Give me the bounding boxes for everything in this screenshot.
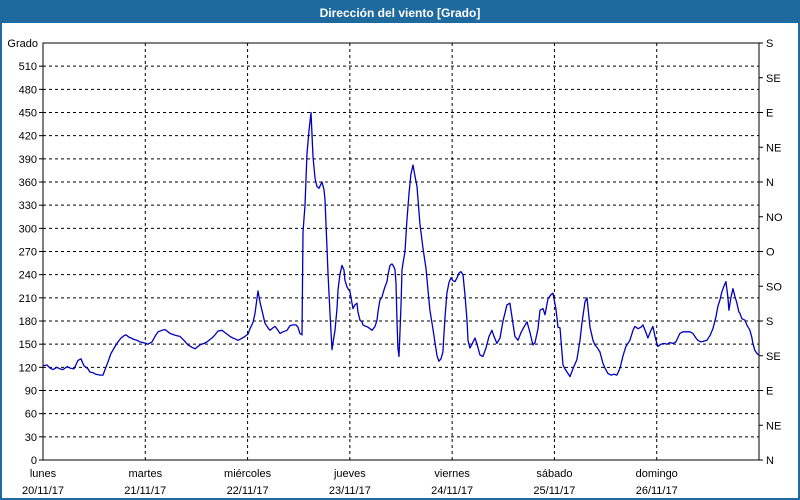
- y-right-tick-label: E: [766, 386, 773, 398]
- y-left-tick-label: 60: [25, 409, 37, 421]
- y-right-tick-label: O: [766, 247, 775, 259]
- y-right-tick-label: N: [766, 455, 774, 467]
- wind-direction-series-line: [42, 111, 760, 378]
- title-bar: Dirección del viento [Grado]: [2, 2, 798, 23]
- y-left-tick-label: 120: [19, 362, 37, 374]
- y-left-tick-label: 150: [19, 339, 37, 351]
- y-right-tick-label: NE: [766, 420, 781, 432]
- x-day-date: 23/11/17: [329, 485, 371, 497]
- y-right-tick-label: NE: [766, 142, 781, 154]
- y-right-tick-label: SO: [766, 281, 782, 293]
- x-day-name: domingo: [636, 468, 678, 480]
- x-day-date: 20/11/17: [22, 485, 64, 497]
- x-day-name: sábado: [536, 468, 572, 480]
- y-right-tick-label: S: [766, 38, 773, 50]
- y-right-tick-label: SE: [766, 73, 781, 85]
- y-left-tick-label: 270: [19, 247, 37, 259]
- y-left-tick-label: 180: [19, 316, 37, 328]
- x-day-date: 25/11/17: [533, 485, 575, 497]
- x-day-name: jueves: [333, 468, 366, 480]
- x-day-name: miércoles: [224, 468, 272, 480]
- y-right-tick-label: N: [766, 177, 774, 189]
- y-left-tick-label: 0: [31, 455, 37, 467]
- x-day-date: 24/11/17: [431, 485, 473, 497]
- x-day-name: viernes: [434, 468, 470, 480]
- y-left-tick-label: 210: [19, 293, 37, 305]
- y-left-tick-label: 420: [19, 131, 37, 143]
- x-day-name: lunes: [30, 468, 57, 480]
- y-right-tick-label: SE: [766, 351, 781, 363]
- x-day-date: 21/11/17: [124, 485, 166, 497]
- y-right-tick-label: E: [766, 108, 773, 120]
- x-day-date: 22/11/17: [227, 485, 269, 497]
- y-left-tick-label: 330: [19, 200, 37, 212]
- y-left-tick-label: 450: [19, 108, 37, 120]
- y-right-tick-label: NO: [766, 212, 783, 224]
- y-left-tick-label: 90: [25, 386, 37, 398]
- y-left-tick-label: 300: [19, 223, 37, 235]
- y-left-tick-label: 480: [19, 84, 37, 96]
- y-left-tick-label: 510: [19, 61, 37, 73]
- y-left-tick-label: 30: [25, 432, 37, 444]
- y-left-tick-label: 390: [19, 154, 37, 166]
- y-axis-unit-label: Grado: [7, 38, 38, 50]
- chart-title: Dirección del viento [Grado]: [319, 5, 481, 20]
- x-day-name: martes: [128, 468, 162, 480]
- x-day-date: 26/11/17: [636, 485, 678, 497]
- y-left-tick-label: 240: [19, 270, 37, 282]
- plot-border: [42, 42, 760, 461]
- y-left-tick-label: 360: [19, 177, 37, 189]
- y-right-tick-label: S: [766, 316, 773, 328]
